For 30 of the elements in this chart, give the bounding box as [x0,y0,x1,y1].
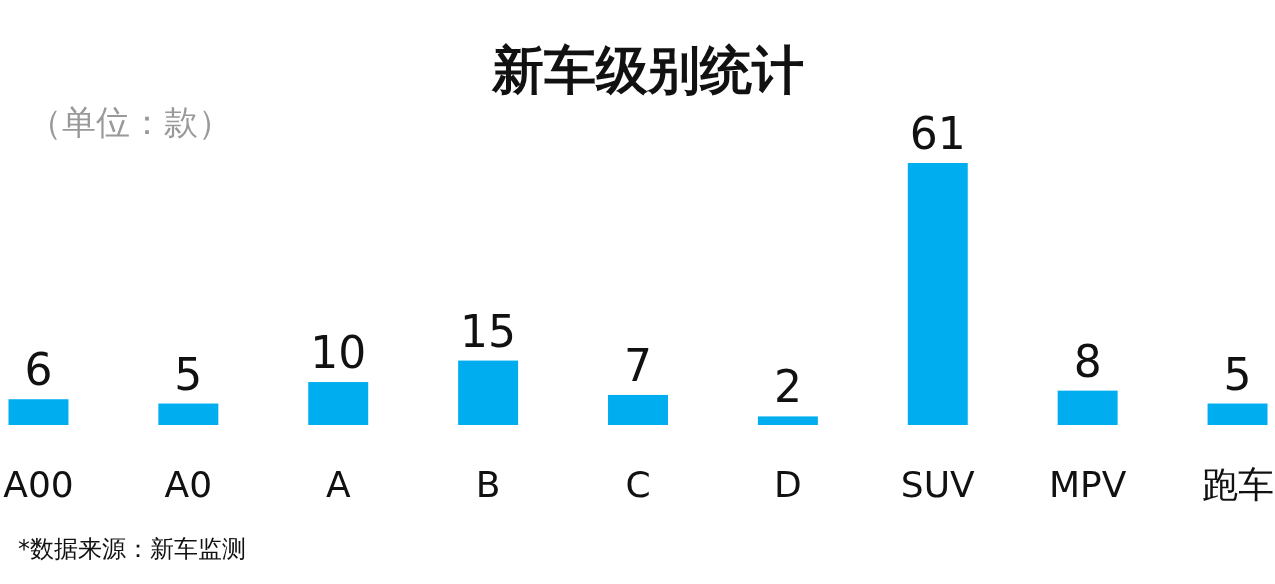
x-tick-label: A00 [3,464,74,505]
x-tick-label: A0 [164,464,213,505]
x-tick-label: 跑车 [1201,464,1274,505]
bar [458,360,519,425]
data-label: 5 [1223,348,1252,400]
x-tick-label: C [625,464,651,505]
text: *数据来源：新车监测 [18,535,246,563]
x-tick-label: MPV [1048,464,1127,505]
data-label: 8 [1073,335,1102,387]
x-tick-label: SUV [900,464,976,505]
chart-subtitle: （单位：款） [28,102,232,142]
data-label: 7 [624,339,652,391]
data-label: 5 [174,348,203,400]
bar [608,394,668,425]
bar [8,399,69,425]
data-label: 6 [24,344,53,396]
data-label: 10 [310,327,367,379]
bar [1057,390,1118,425]
bar [158,403,219,425]
data-label: 2 [773,361,802,413]
data-label: 61 [909,108,966,159]
bar [757,416,818,425]
bar [1207,403,1268,425]
chart-title: 新车级别统计 [491,40,804,100]
x-tick-label: D [774,464,802,505]
data-label: 15 [460,305,517,357]
x-tick-label: A [325,464,351,505]
bar [907,163,968,425]
x-tick-label: B [475,464,501,505]
bar [308,382,369,425]
